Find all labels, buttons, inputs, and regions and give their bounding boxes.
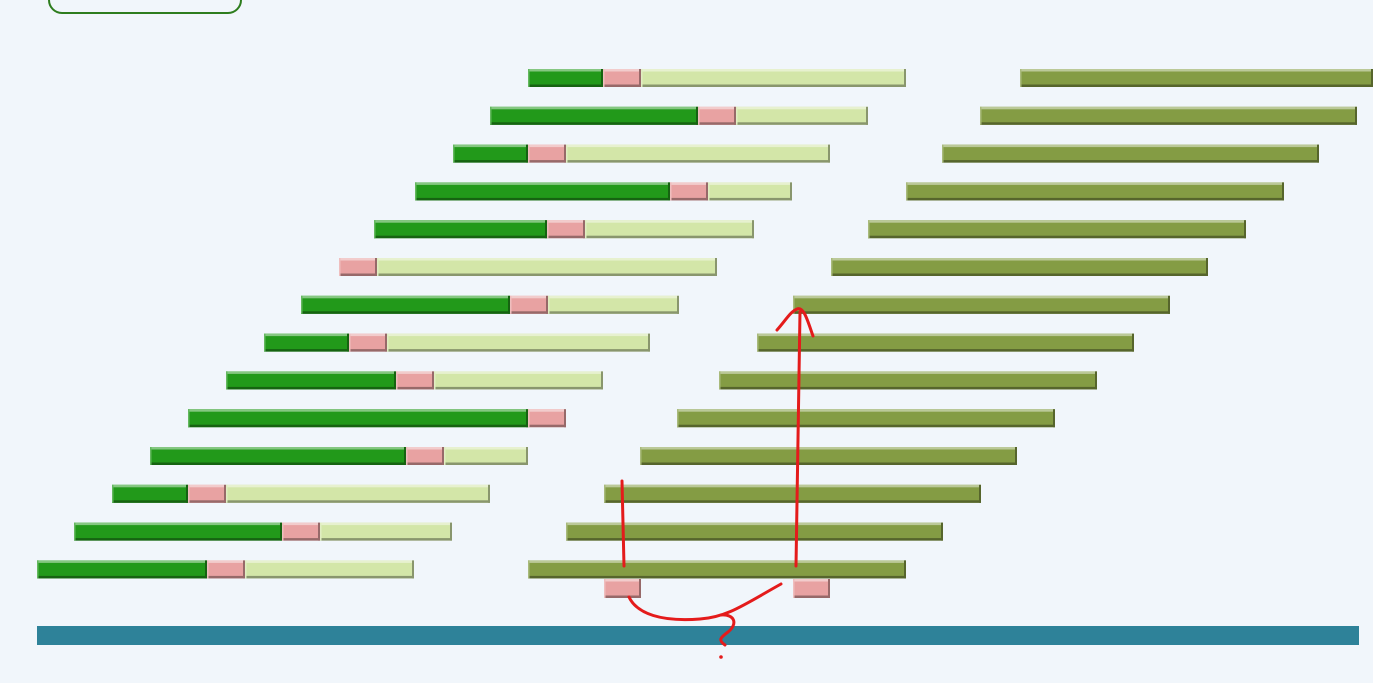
left-dark-segment: [528, 69, 603, 87]
right-olive-bar: [566, 522, 943, 541]
left-light-segment: [736, 106, 868, 125]
annotation-arrow-shaft: [794, 310, 802, 568]
left-pink-segment: [396, 371, 434, 390]
right-olive-bar: [677, 409, 1055, 428]
left-light-segment: [245, 560, 414, 579]
left-light-segment: [387, 333, 650, 352]
right-olive-bar: [719, 371, 1097, 390]
left-pink-segment: [207, 560, 245, 579]
left-dark-segment: [112, 484, 188, 503]
baseline-bar: [37, 626, 1359, 645]
left-dark-segment: [490, 106, 698, 125]
right-olive-bar: [1020, 69, 1373, 87]
annotation-question-mark: [719, 613, 736, 647]
left-pink-segment: [510, 295, 548, 314]
left-pink-segment: [603, 69, 641, 87]
left-pink-segment: [528, 144, 566, 163]
bottom-pink-block: [793, 579, 830, 598]
left-dark-segment: [453, 144, 528, 163]
left-light-segment: [434, 371, 603, 390]
left-dark-segment: [264, 333, 349, 352]
left-light-segment: [641, 69, 906, 87]
annotation-question-dot: [719, 655, 723, 659]
right-olive-bar: [831, 258, 1208, 276]
left-pink-segment: [528, 409, 566, 428]
left-dark-segment: [150, 447, 406, 465]
left-light-segment: [320, 522, 452, 541]
annotation-arrowhead: [775, 307, 815, 338]
left-pink-segment: [670, 182, 708, 201]
left-pink-segment: [406, 447, 444, 465]
left-dark-segment: [374, 220, 547, 239]
left-light-segment: [226, 484, 490, 503]
left-dark-segment: [188, 409, 528, 428]
left-light-segment: [377, 258, 717, 276]
right-olive-bar: [868, 220, 1246, 239]
left-light-segment: [708, 182, 792, 201]
left-dark-segment: [37, 560, 207, 579]
left-pink-segment: [282, 522, 320, 541]
annotation-line: [620, 479, 626, 568]
right-olive-bar: [980, 106, 1357, 125]
left-pink-segment: [349, 333, 387, 352]
right-olive-bar: [757, 333, 1134, 352]
left-light-segment: [566, 144, 830, 163]
left-pink-segment: [698, 106, 736, 125]
annotation-swoosh: [627, 582, 783, 622]
left-dark-segment: [74, 522, 282, 541]
left-pink-segment: [339, 258, 377, 276]
right-olive-bar: [942, 144, 1319, 163]
left-pink-segment: [188, 484, 226, 503]
right-olive-bar: [640, 447, 1017, 465]
left-light-segment: [585, 220, 754, 239]
left-light-segment: [444, 447, 528, 465]
bottom-pink-block: [604, 579, 641, 598]
right-olive-bar: [604, 484, 981, 503]
left-dark-segment: [226, 371, 396, 390]
right-olive-bar: [528, 560, 906, 579]
left-pink-segment: [547, 220, 585, 239]
left-light-segment: [548, 295, 679, 314]
left-dark-segment: [301, 295, 510, 314]
left-dark-segment: [415, 182, 670, 201]
right-olive-bar: [793, 295, 1170, 314]
right-olive-bar: [906, 182, 1284, 201]
